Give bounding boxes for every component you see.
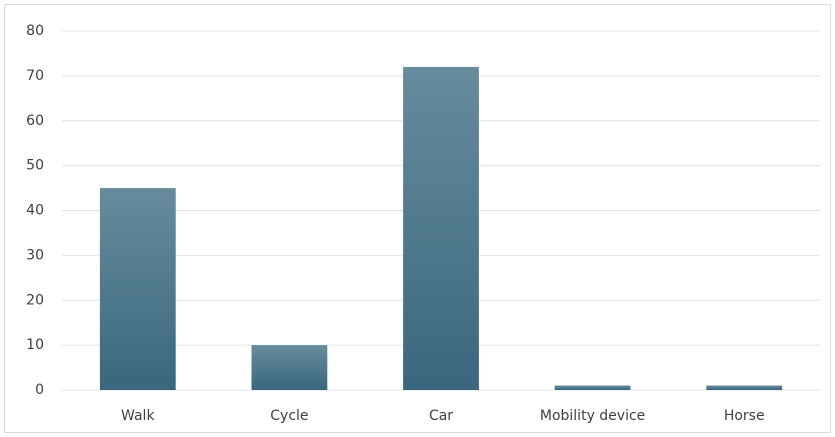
bar — [99, 188, 176, 390]
y-tick-label: 50 — [26, 158, 44, 174]
y-tick-label: 30 — [26, 247, 44, 263]
x-tick-label: Mobility device — [540, 408, 645, 424]
y-tick-label: 80 — [26, 23, 44, 39]
x-tick-label: Cycle — [270, 408, 308, 424]
y-tick-label: 70 — [26, 68, 44, 84]
y-tick-label: 10 — [26, 337, 44, 353]
x-tick-label: Car — [429, 408, 453, 424]
bar — [706, 385, 783, 390]
y-tick-label: 60 — [26, 113, 44, 129]
bar — [403, 66, 479, 391]
y-tick-label: 40 — [26, 203, 44, 219]
x-tick-label: Horse — [724, 408, 765, 424]
x-tick-label: Walk — [121, 408, 155, 424]
y-tick-label: 20 — [26, 292, 44, 308]
bar — [251, 345, 328, 390]
y-tick-label: 0 — [35, 382, 44, 398]
bar — [554, 385, 631, 390]
